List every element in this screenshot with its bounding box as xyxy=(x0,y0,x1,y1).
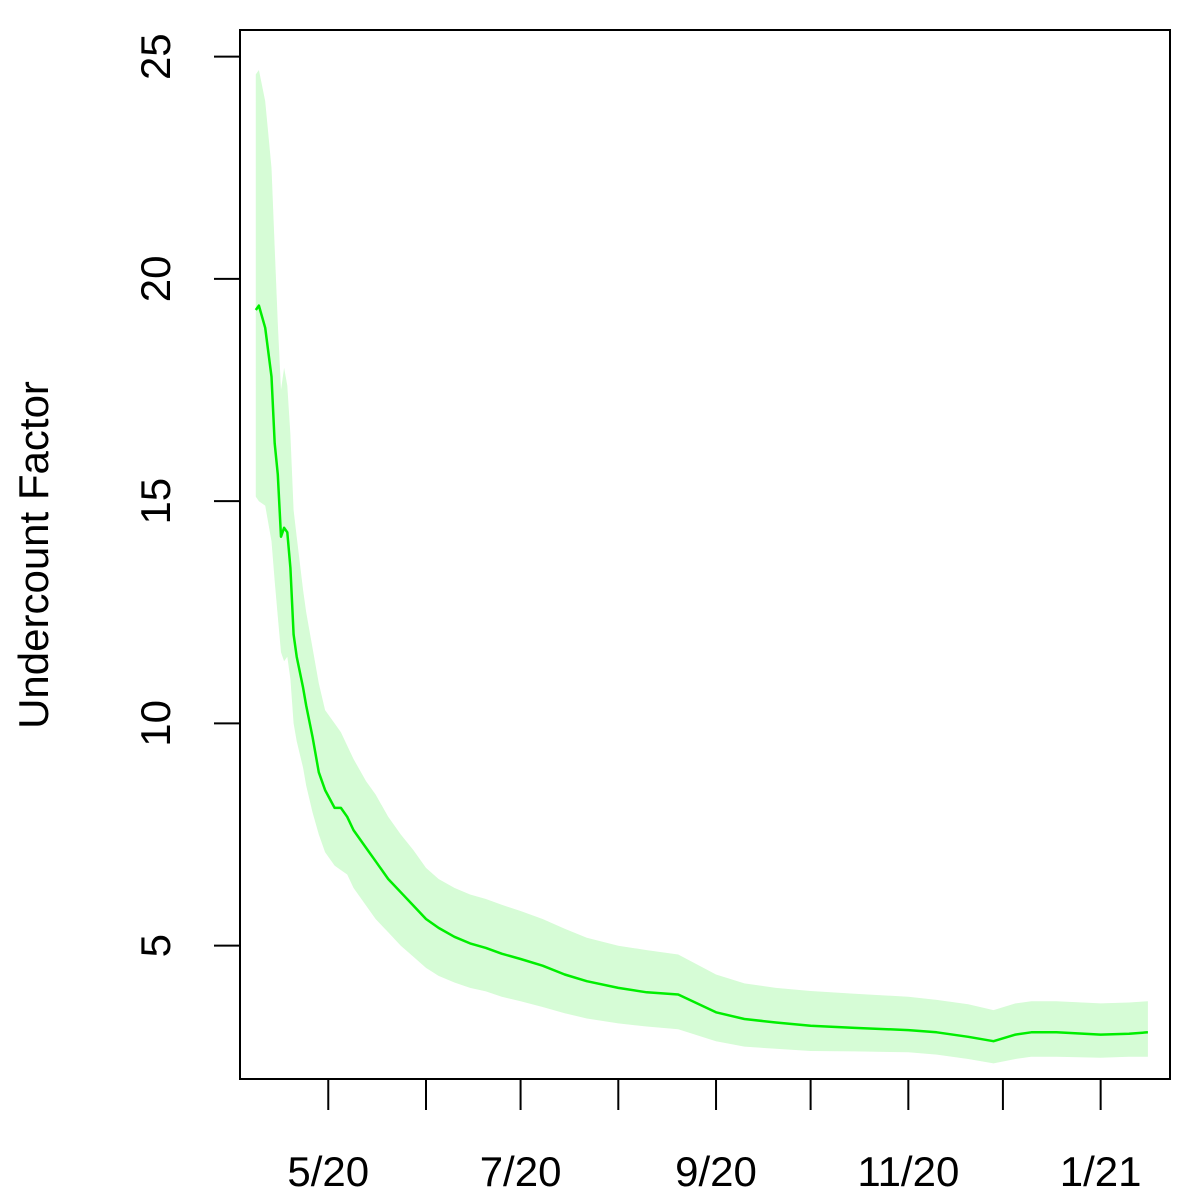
series-line xyxy=(254,304,1148,1043)
y-tick-label: 20 xyxy=(132,256,179,303)
confidence-band-layer xyxy=(255,70,1148,1064)
x-tick-label: 5/20 xyxy=(287,1148,369,1195)
y-axis-label: Undercount Factor xyxy=(10,381,57,729)
x-axis: 5/20 7/20 9/20 11/20 1/21 xyxy=(287,1078,1142,1195)
y-tick-label: 15 xyxy=(132,478,179,525)
y-tick-label: 5 xyxy=(132,934,179,957)
x-tick-label: 11/20 xyxy=(857,1148,959,1195)
y-tick-label: 25 xyxy=(132,33,179,80)
x-tick-label: 7/20 xyxy=(480,1148,562,1195)
x-tick-label: 9/20 xyxy=(675,1148,757,1195)
confidence-band xyxy=(255,70,1148,1064)
x-tick-label: 1/21 xyxy=(1060,1148,1142,1195)
y-axis: 5 10 15 20 25 xyxy=(132,33,241,957)
y-tick-label: 10 xyxy=(132,700,179,747)
series-line-layer xyxy=(254,304,1148,1043)
